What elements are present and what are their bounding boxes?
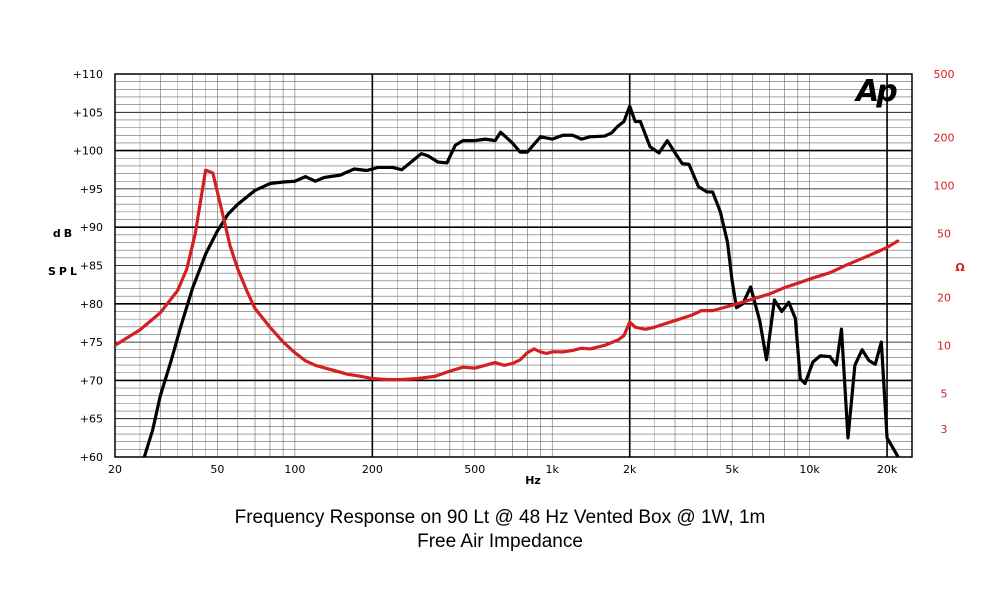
x-tick-label: 500	[464, 463, 485, 476]
y-right-tick-label: 500	[934, 68, 955, 81]
y-tick-label: +100	[73, 145, 103, 158]
impedance-line	[115, 168, 900, 382]
y-right-tick-label: 3	[941, 423, 948, 436]
grid-minor	[115, 74, 912, 457]
y-axis-label-2: SPL	[48, 265, 80, 278]
frequency-response-line	[142, 104, 900, 457]
y-tick-label: +85	[80, 260, 103, 273]
x-tick-label: 5k	[725, 463, 739, 476]
y-right-tick-label: 20	[937, 291, 951, 304]
series-layer	[115, 104, 900, 457]
y-right-tick-label: 200	[934, 132, 955, 145]
y-tick-label: +60	[80, 451, 103, 464]
x-tick-label: 20k	[877, 463, 898, 476]
y-tick-label: +80	[80, 298, 103, 311]
y-axis-label-db: dB	[53, 227, 75, 240]
x-tick-label: 100	[284, 463, 305, 476]
y-tick-label: +110	[73, 68, 103, 81]
y-tick-label: +75	[80, 336, 103, 349]
grid-major	[115, 74, 912, 457]
x-tick-label: 50	[210, 463, 224, 476]
x-tick-label: 1k	[546, 463, 560, 476]
y-tick-label: +90	[80, 221, 103, 234]
y-tick-label: +65	[80, 413, 103, 426]
y-tick-label: +70	[80, 374, 103, 387]
y-axis-label-spl: SPL	[48, 265, 80, 278]
x-tick-label: 10k	[799, 463, 820, 476]
y-axis-right-ticks: 3 5 10 20 50 100 200 500	[934, 68, 955, 436]
y-right-tick-label: 10	[937, 339, 951, 352]
y-axis-left-ticks: +60 +65 +70 +75 +80 +85 +90 +95 +100 +105 +110	[73, 68, 103, 464]
ap-logo: Ap	[854, 74, 897, 109]
x-axis-label: Hz	[525, 474, 541, 487]
x-axis-ticks: 20 50 100 200 500 1k 2k 5k 10k 20k	[108, 463, 898, 476]
y-tick-label: +105	[73, 106, 103, 119]
chart-subtitle: Free Air Impedance	[417, 531, 583, 552]
x-tick-label: 2k	[623, 463, 637, 476]
y-axis-label: dB	[53, 227, 75, 240]
y-right-tick-label: 100	[934, 180, 955, 193]
y-right-tick-label: 50	[937, 228, 951, 241]
x-tick-label: 200	[362, 463, 383, 476]
y-tick-label: +95	[80, 183, 103, 196]
chart-title: Frequency Response on 90 Lt @ 48 Hz Vent…	[234, 507, 766, 528]
plot-frame	[114, 73, 913, 458]
x-tick-label: 20	[108, 463, 122, 476]
y-axis-right-label: Ω	[955, 261, 965, 274]
y-right-tick-label: 5	[941, 387, 948, 400]
